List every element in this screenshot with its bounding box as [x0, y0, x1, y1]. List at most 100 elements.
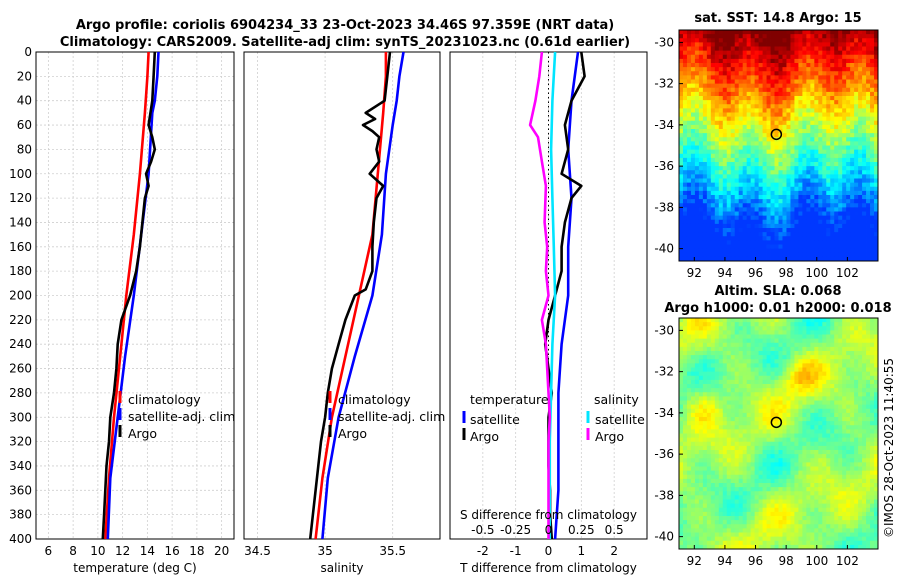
x-tick-label: 102: [836, 554, 859, 568]
y-tick-label: 0: [24, 45, 32, 59]
legend-label: Argo: [595, 429, 624, 444]
y-tick-label: 160: [9, 240, 32, 254]
temperature-profile: 6 8 10 12 14 16 18 20 temperature (deg C) 0 20 40 60…: [9, 45, 235, 575]
y-tick-label: -38: [654, 488, 674, 502]
sst-map: 92 94 96 98 100 102 -30 -32 -34 -36 -38 -40 sat. SST…: [654, 11, 879, 280]
x2-tick-label: 0.5: [605, 523, 624, 537]
y-tick-label: -40: [654, 530, 674, 544]
x-tick-label: 14: [140, 544, 155, 558]
legend-label: climatology: [128, 392, 201, 407]
x-tick-label: 18: [189, 544, 204, 558]
y-tick-label: 180: [9, 264, 32, 278]
y-tick-label: -36: [654, 159, 674, 173]
y-tick-label: 340: [9, 459, 32, 473]
series-climatology: [314, 52, 388, 540]
argo-position-marker: [770, 128, 783, 141]
legend-label: satellite: [470, 412, 520, 427]
y-tick-label: 320: [9, 435, 32, 449]
y-tick-label: 280: [9, 386, 32, 400]
legend-label: satellite-adj. clim: [128, 409, 235, 424]
heatmap-cells: [679, 318, 879, 550]
x-tick-label: 98: [779, 266, 794, 280]
y-tick-label: -34: [654, 406, 674, 420]
legend-label: climatology: [338, 392, 411, 407]
x-tick-label: 35: [317, 544, 332, 558]
map-panels: 92 94 96 98 100 102 -30 -32 -34 -36 -38 -40 sat. SST…: [654, 11, 891, 568]
series-satellite-adj-clim: [321, 51, 405, 540]
x-tick-label: 98: [779, 554, 794, 568]
y-tick-label: -32: [654, 77, 674, 91]
x2-tick-label: 0.25: [568, 523, 595, 537]
y-tick-label: 140: [9, 215, 32, 229]
figure-title-line1: Argo profile: coriolis 6904234_33 23-Oct…: [76, 18, 614, 33]
series-temperature-satellite: [553, 51, 580, 540]
map-frame: [678, 29, 879, 262]
y-tick-label: 100: [9, 167, 32, 181]
x-tick-label: 96: [748, 266, 763, 280]
difference-profile: -2 -1 0 1 2 T difference from climatology S di…: [449, 51, 648, 575]
y-tick-label: 360: [9, 483, 32, 497]
legend-label: satellite: [595, 412, 645, 427]
series-salinity-argo: [528, 51, 552, 539]
x2-tick-label: 0: [545, 523, 553, 537]
legend-label: Argo: [470, 429, 499, 444]
x-tick-label: -1: [510, 544, 522, 558]
y-tick-label: -30: [654, 35, 674, 49]
series-argo: [308, 51, 392, 540]
y-tick-label: 240: [9, 337, 32, 351]
x-tick-label: 10: [90, 544, 105, 558]
legend-label: Argo: [338, 426, 367, 441]
x-axis-label: temperature (deg C): [73, 561, 196, 575]
sst-map-title: sat. SST: 14.8 Argo: 15: [694, 11, 861, 26]
y-tick-label: 200: [9, 289, 32, 303]
series-salinity-satellite: [548, 51, 557, 539]
x-tick-label: 6: [45, 544, 53, 558]
series-argo: [101, 51, 157, 540]
x-tick-label: 34.5: [244, 544, 271, 558]
legend-label: satellite-adj. clim: [338, 409, 445, 424]
copyright-label: ©IMOS 28-Oct-2023 11:40:55: [882, 358, 896, 538]
map-frame: [678, 317, 879, 550]
sla-map: 92 94 96 98 100 102 -30 -32 -34 -36 -38 -40 Altim. S…: [654, 284, 891, 568]
x-tick-label: 92: [687, 554, 702, 568]
y-tick-label: 300: [9, 410, 32, 424]
y-tick-label: -30: [654, 323, 674, 337]
x-tick-label: 1: [578, 544, 586, 558]
axes-frame: [243, 51, 441, 540]
y-tick-label: 400: [9, 532, 32, 546]
y-tick-label: -38: [654, 200, 674, 214]
legend-title-temperature: temperature: [470, 392, 549, 407]
series-climatology: [104, 51, 150, 540]
y-tick-label: 260: [9, 362, 32, 376]
legend-label: Argo: [128, 426, 157, 441]
x-axis-label: T difference from climatology: [459, 561, 637, 575]
axes-frame: [35, 51, 235, 540]
x2-tick-label: -0.5: [471, 523, 494, 537]
y-tick-label: -40: [654, 242, 674, 256]
x-tick-label: 16: [164, 544, 179, 558]
x-tick-label: 20: [214, 544, 229, 558]
y-tick-label: 60: [17, 118, 32, 132]
x-tick-label: 35.5: [379, 544, 406, 558]
x-tick-label: 2: [610, 544, 618, 558]
sla-map-title-line1: Altim. SLA: 0.068: [715, 284, 842, 299]
x-tick-label: 96: [748, 554, 763, 568]
y-tick-label: 220: [9, 313, 32, 327]
figure-title-line2: Climatology: CARS2009. Satellite-adj cli…: [60, 35, 630, 50]
x-axis-label: salinity: [320, 561, 363, 575]
salinity-profile: 34.5 35 35.5 salinity climatology satellite-a…: [243, 51, 445, 575]
heatmap-cells: [679, 30, 879, 262]
y-tick-label: 80: [17, 142, 32, 156]
x-tick-label: 92: [687, 266, 702, 280]
y-tick-label: 20: [17, 69, 32, 83]
x-tick-label: 8: [69, 544, 77, 558]
x-tick-label: 12: [115, 544, 130, 558]
y-tick-label: -36: [654, 447, 674, 461]
x-tick-label: 100: [805, 266, 828, 280]
x-tick-label: 102: [836, 266, 859, 280]
x-tick-label: 94: [717, 554, 732, 568]
y-tick-label: 40: [17, 94, 32, 108]
x-tick-label: 94: [717, 266, 732, 280]
